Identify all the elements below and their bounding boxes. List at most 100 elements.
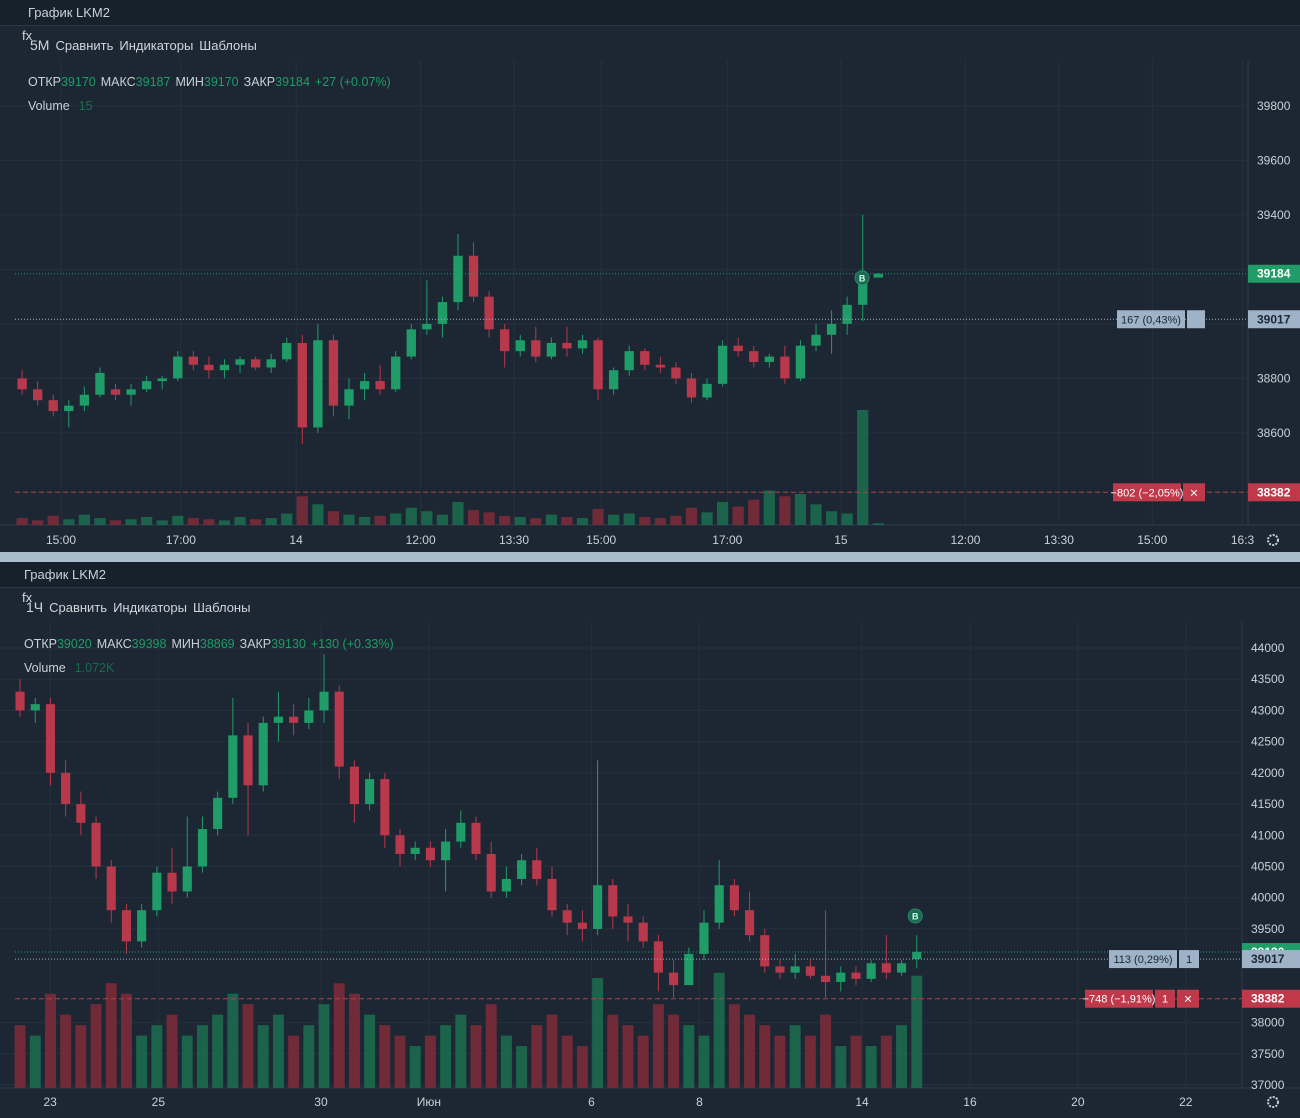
volume-bar: [234, 516, 246, 525]
volume-bar: [32, 520, 44, 525]
chart: 3860038800390003920039400396003980015:00…: [0, 60, 1300, 547]
toolbar-button[interactable]: Шаблоны: [192, 599, 251, 615]
toolbar-button[interactable]: Сравнить: [49, 599, 108, 615]
chart-title: График LKM2: [28, 5, 110, 20]
candle-body: [671, 367, 681, 379]
candle-body: [805, 966, 815, 976]
close-order[interactable]: ×: [1184, 991, 1192, 1007]
volume-bar: [90, 1004, 102, 1088]
x-tick-label: 8: [696, 1095, 703, 1109]
volume-bar: [592, 977, 604, 1088]
volume-bar: [896, 1025, 908, 1088]
price-label-bg: [1248, 264, 1300, 283]
volume-bar: [75, 1025, 87, 1088]
y-tick-label: 41000: [1251, 828, 1285, 842]
candle-body: [547, 878, 557, 911]
close-order-button: [1177, 989, 1199, 1008]
volume-bar: [166, 1014, 178, 1088]
volume-bar: [156, 520, 168, 525]
ohlc-value: 38869: [199, 637, 235, 651]
candle-body: [410, 847, 420, 855]
candle-body: [45, 704, 56, 773]
candle-body: [365, 779, 375, 805]
ohlc-value: 39398: [131, 637, 167, 651]
volume-bar: [467, 510, 480, 525]
candle-body: [640, 351, 650, 365]
volume-bar: [358, 516, 371, 525]
candle-body: [380, 779, 390, 836]
toolbar-icon[interactable]: fx: [22, 28, 32, 43]
volume-bar: [78, 514, 90, 525]
price-label: 39184: [1257, 267, 1291, 281]
chart-title: График LKM2: [24, 567, 106, 582]
volume-bar: [683, 1025, 695, 1088]
candle-body: [608, 885, 618, 917]
candle-body: [167, 872, 177, 892]
volume-bar: [296, 496, 308, 525]
ohlc-label: ЗАКР: [243, 75, 276, 89]
candle-body: [250, 359, 261, 368]
volume-bar: [364, 1014, 376, 1088]
price-label: 39017: [1251, 952, 1285, 966]
ohlc-value: 39170: [60, 75, 96, 89]
timeframe[interactable]: 1Ч: [26, 599, 44, 615]
candle-body: [471, 822, 481, 855]
toolbar-button[interactable]: Индикаторы: [113, 599, 187, 615]
volume-bar: [303, 1025, 315, 1088]
candle-body: [515, 340, 525, 352]
chart: 37000 37500 38000 39500 40000 40500 41000 41500…: [0, 622, 1300, 1109]
candle-body: [304, 710, 314, 723]
settings-icon[interactable]: [1267, 1096, 1279, 1108]
candle-body: [456, 822, 466, 842]
toolbar-button[interactable]: Шаблоны: [199, 37, 257, 53]
volume-bar: [576, 1046, 588, 1088]
x-tick-label: 16: [963, 1095, 977, 1109]
candle-body: [836, 972, 846, 982]
settings-icon[interactable]: [1267, 534, 1279, 546]
candle-body: [577, 340, 588, 349]
volume-bar: [452, 502, 464, 525]
price-axis: [1248, 60, 1300, 525]
volume-label: Volume: [24, 661, 66, 675]
ohlc-label: ЗАКР: [239, 637, 272, 651]
candle-body: [577, 922, 587, 929]
candle-body: [714, 885, 724, 923]
close-order[interactable]: ×: [1190, 484, 1198, 500]
volume-bar: [622, 1025, 634, 1088]
toolbar-button[interactable]: Сравнить: [55, 37, 114, 53]
x-tick-label: Июн: [417, 1095, 441, 1109]
candle-body: [157, 378, 167, 382]
timeframe[interactable]: 5M: [30, 37, 50, 53]
volume-bar: [670, 515, 682, 525]
volume-bar: [857, 410, 869, 525]
candle-body: [686, 378, 697, 398]
x-tick-label: 14: [289, 533, 303, 547]
y-tick-label: 41500: [1251, 797, 1285, 811]
candle-body: [608, 370, 619, 390]
note-box: [1085, 989, 1153, 1008]
note: −748 (−1,91%): [1083, 994, 1156, 1006]
volume-bar: [203, 519, 215, 525]
candle-body: [873, 273, 883, 278]
toolbar-button[interactable]: Индикаторы: [119, 37, 194, 53]
candle-body: [319, 691, 329, 711]
candle-body: [655, 364, 666, 368]
volume-bar: [60, 1014, 72, 1088]
volume-bar: [151, 1025, 163, 1088]
title-bar: График LKM2: [0, 0, 1300, 26]
volume-bar: [608, 514, 620, 525]
note: 167 (0,43%): [1121, 314, 1181, 326]
candle-body: [795, 345, 806, 379]
candle-body: [328, 340, 339, 406]
toolbar-icon[interactable]: fx: [22, 590, 32, 605]
candle-body: [699, 922, 709, 954]
volume-bar: [265, 518, 277, 525]
x-tick-label: 12:00: [950, 533, 980, 547]
qty: 1: [1162, 994, 1168, 1006]
x-tick-label: 15:00: [586, 533, 616, 547]
svg-text:x: x: [25, 28, 33, 43]
volume-bar: [141, 516, 153, 525]
price-label-bg: [1242, 989, 1300, 1008]
candle-body: [441, 841, 451, 861]
